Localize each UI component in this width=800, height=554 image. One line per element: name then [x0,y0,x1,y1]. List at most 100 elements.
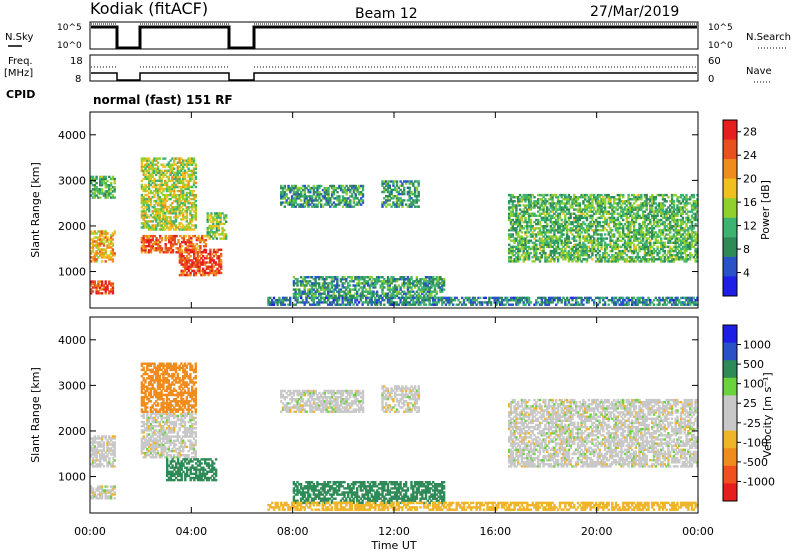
data-cell [146,199,149,203]
data-cell [415,280,419,283]
data-cell [555,208,558,211]
data-cell [185,199,189,203]
data-cell [182,185,185,189]
data-cell [511,206,515,209]
data-cell [591,245,594,249]
data-cell [645,216,648,220]
data-cell [611,212,614,215]
data-cell [97,290,100,293]
data-cell [564,210,567,213]
data-cell [146,165,149,168]
data-cell [209,255,212,258]
data-cell [189,202,192,205]
data-cell [640,196,643,199]
data-cell [567,241,571,244]
data-cell [696,198,699,201]
data-cell [388,190,392,194]
data-cell [605,212,609,215]
data-cell [104,190,107,193]
data-cell [513,254,516,257]
data-cell [549,245,553,249]
data-cell [694,237,697,240]
data-cell [565,256,569,259]
data-cell [175,247,178,250]
data-cell [641,204,645,207]
data-cell [613,258,616,261]
data-cell [160,173,163,176]
data-cell [585,212,589,215]
data-cell [524,254,527,257]
data-cell [674,231,677,234]
data-cell [600,256,603,259]
data-cell [212,261,216,264]
data-cell [140,169,144,172]
data-cell [546,235,549,238]
data-cell [549,243,553,246]
data-cell [204,245,208,248]
data-cell [140,245,144,248]
data-cell [106,194,109,197]
data-cell [298,292,301,295]
data-cell [93,194,97,197]
data-cell [303,301,306,304]
data-cell [217,226,221,230]
data-cell [111,242,115,245]
data-cell [669,214,672,217]
data-cell [106,288,109,291]
data-cell [611,204,614,207]
data-cell [432,290,435,293]
data-cell [225,216,228,219]
data-cell [395,280,399,283]
data-cell [645,200,648,203]
data-cell [517,251,520,255]
data-cell [386,296,390,300]
data-cell [517,198,520,201]
data-cell [625,220,629,224]
data-cell [517,247,520,251]
data-cell [632,202,636,205]
data-cell [681,239,685,242]
data-cell [616,254,620,257]
data-cell [305,197,308,200]
data-cell [576,196,580,199]
data-cell [683,206,686,209]
data-cell [171,222,174,225]
data-cell [184,261,187,264]
data-cell [529,218,533,222]
data-cell [569,216,572,220]
data-cell [681,222,685,226]
data-cell [439,278,442,281]
data-cell [153,157,156,160]
data-cell [641,212,645,215]
data-cell [518,237,522,240]
data-cell [272,301,276,304]
data-cell [602,251,605,255]
data-cell [517,200,520,203]
data-cell [676,254,679,257]
data-cell [406,278,410,281]
data-cell [394,186,397,189]
data-cell [645,218,648,222]
data-cell [629,245,632,249]
data-cell [538,251,542,255]
data-cell [627,231,630,234]
data-cell [174,226,178,229]
data-cell [189,159,192,162]
data-cell [509,193,513,197]
data-cell [390,282,393,285]
data-cell [276,301,279,304]
data-cell [314,203,317,206]
data-cell [212,265,216,268]
data-cell [679,233,683,236]
data-cell [415,278,419,281]
data-cell [276,303,279,306]
data-cell [174,218,178,221]
data-cell [271,303,274,306]
data-cell [320,184,323,188]
data-cell [102,238,106,241]
data-cell [399,296,402,300]
data-cell [102,242,106,245]
data-cell [589,210,592,213]
data-cell [343,282,346,285]
data-cell [652,210,656,213]
